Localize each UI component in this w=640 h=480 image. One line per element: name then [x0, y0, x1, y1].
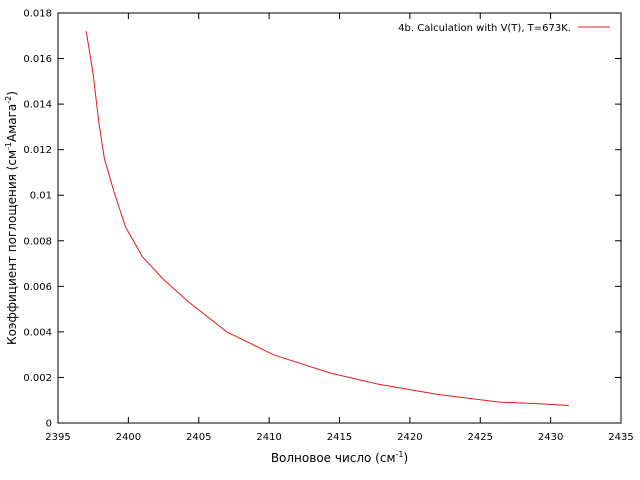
x-tick-label: 2410: [256, 432, 281, 443]
x-axis-title-text: Волновое число (см: [271, 451, 396, 465]
y-axis-title-end: ): [5, 91, 19, 96]
x-tick-label: 2415: [327, 432, 352, 443]
x-axis-title: Волновое число (см-1): [271, 450, 408, 465]
y-axis-title: Коэффициент поглощения (см-1Амага-2): [4, 91, 19, 345]
tick-labels-layer: 2395 2400 2405 2410 2415 2420 2425 2430 2435 0 0.0…: [23, 9, 633, 444]
y-tick-label: 0.018: [23, 9, 52, 20]
x-tick-label: 2430: [538, 432, 563, 443]
y-tick-label: 0.006: [23, 282, 52, 293]
y-tick-label: 0.002: [23, 373, 52, 384]
y-tick-label: 0: [46, 419, 52, 430]
legend: 4b. Calculation with V(T), T=673K.: [398, 23, 610, 34]
y-axis-title-sup2: -2: [4, 96, 13, 104]
y-tick-label: 0.012: [23, 145, 52, 156]
series-layer: [85, 31, 569, 406]
x-axis-title-end: ): [403, 451, 408, 465]
x-tick-label: 2435: [608, 432, 633, 443]
y-axis-title-start: Коэффициент поглощения (см: [5, 150, 19, 345]
y-axis-title-mid: Амага: [5, 104, 19, 142]
ticks-layer: [57, 12, 622, 424]
y-tick-label: 0.01: [30, 191, 52, 202]
x-tick-label: 2425: [468, 432, 493, 443]
y-axis-title-sup1: -1: [4, 142, 13, 150]
y-tick-label: 0.004: [23, 327, 52, 338]
series-line: [85, 31, 569, 406]
y-tick-label: 0.016: [23, 54, 52, 65]
y-tick-label: 0.014: [23, 100, 52, 111]
x-tick-label: 2395: [45, 432, 70, 443]
plot-frame: [57, 12, 622, 424]
legend-entry-label: 4b. Calculation with V(T), T=673K.: [398, 23, 571, 34]
x-tick-label: 2420: [397, 432, 422, 443]
y-tick-label: 0.008: [23, 236, 52, 247]
x-tick-label: 2405: [186, 432, 211, 443]
x-tick-label: 2400: [116, 432, 141, 443]
x-axis-title-sup: -1: [396, 450, 404, 459]
